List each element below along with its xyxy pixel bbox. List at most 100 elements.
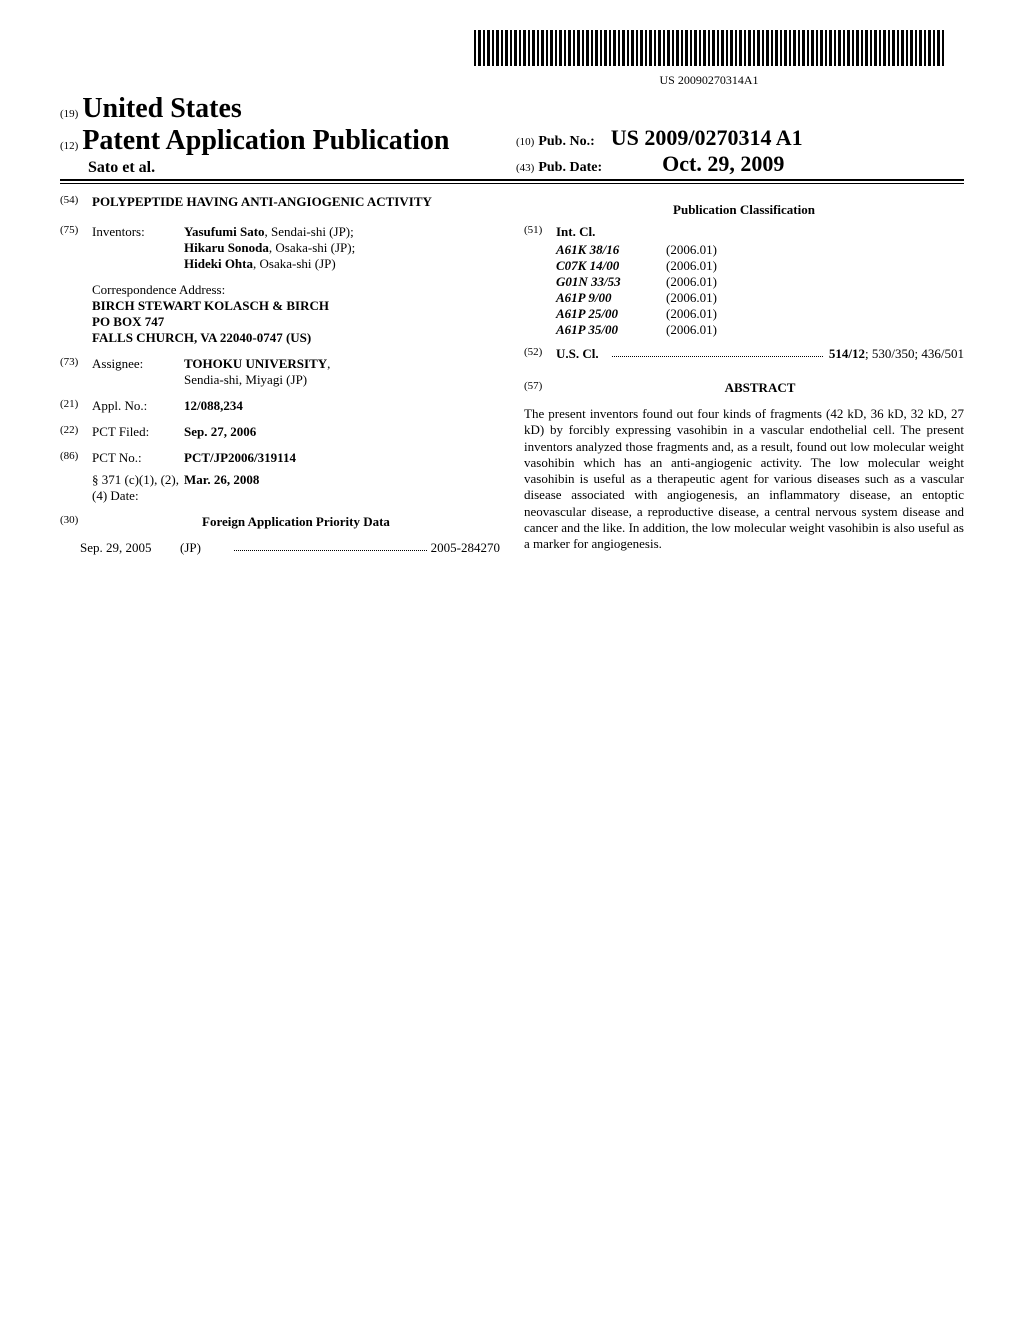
intcl-code: A61K 38/16 bbox=[556, 242, 666, 258]
field-52: (52) U.S. Cl. 514/12; 530/350; 436/501 bbox=[524, 346, 964, 362]
intcl-year: (2006.01) bbox=[666, 322, 746, 338]
inventor-1: Yasufumi Sato bbox=[184, 224, 265, 239]
country: United States bbox=[82, 93, 241, 124]
intcl-code: A61P 9/00 bbox=[556, 290, 666, 306]
intcl-year: (2006.01) bbox=[666, 306, 746, 322]
priority-dots bbox=[234, 540, 427, 551]
priority-date: Sep. 29, 2005 bbox=[80, 540, 180, 556]
uscl-main: 514/12 bbox=[829, 346, 865, 361]
f21-num: (21) bbox=[60, 398, 92, 414]
pubdate-value: Oct. 29, 2009 bbox=[662, 151, 784, 176]
rule bbox=[60, 183, 964, 184]
country-prefix: (19) bbox=[60, 108, 78, 120]
patent-page: US 20090270314A1 (19) United States (12)… bbox=[0, 0, 1024, 596]
field-51: (51) Int. Cl. bbox=[524, 224, 964, 240]
f52-label: U.S. Cl. bbox=[556, 346, 599, 361]
barcode-block: US 20090270314A1 bbox=[60, 30, 964, 89]
pubno-value: US 2009/0270314 A1 bbox=[611, 125, 803, 150]
f30-heading: Foreign Application Priority Data bbox=[92, 514, 500, 530]
inventor-2: Hikaru Sonoda bbox=[184, 240, 269, 255]
f73-label: Assignee: bbox=[92, 356, 184, 388]
field-86: (86) PCT No.: PCT/JP2006/319114 bbox=[60, 450, 500, 466]
intcl-row: C07K 14/00 (2006.01) bbox=[556, 258, 964, 274]
pubno-prefix: (10) bbox=[516, 136, 534, 148]
left-column: (54) POLYPEPTIDE HAVING ANTI-ANGIOGENIC … bbox=[60, 194, 500, 556]
header-left: (19) United States (12) Patent Applicati… bbox=[60, 93, 508, 177]
doctype-line: (12) Patent Application Publication bbox=[60, 125, 508, 157]
country-line: (19) United States bbox=[60, 93, 508, 125]
uscl-values: 514/12; 530/350; 436/501 bbox=[829, 346, 964, 362]
f86-num: (86) bbox=[60, 450, 92, 466]
field-22: (22) PCT Filed: Sep. 27, 2006 bbox=[60, 424, 500, 440]
f21-label: Appl. No.: bbox=[92, 398, 184, 414]
f22-value: Sep. 27, 2006 bbox=[184, 424, 256, 439]
inventor-3: Hideki Ohta bbox=[184, 256, 253, 271]
corr-line1: BIRCH STEWART KOLASCH & BIRCH bbox=[92, 298, 500, 314]
field-73: (73) Assignee: TOHOKU UNIVERSITY, Sendia… bbox=[60, 356, 500, 388]
corr-line3: FALLS CHURCH, VA 22040-0747 (US) bbox=[92, 330, 500, 346]
field-30: (30) Foreign Application Priority Data bbox=[60, 514, 500, 530]
body-columns: (54) POLYPEPTIDE HAVING ANTI-ANGIOGENIC … bbox=[60, 194, 964, 556]
f54-num: (54) bbox=[60, 194, 92, 210]
inventor-3-loc: , Osaka-shi (JP) bbox=[253, 256, 336, 271]
f73-num: (73) bbox=[60, 356, 92, 388]
barcode-text: US 20090270314A1 bbox=[474, 73, 944, 88]
f75-inventors: Yasufumi Sato, Sendai-shi (JP); Hikaru S… bbox=[184, 224, 500, 272]
intcl-year: (2006.01) bbox=[666, 290, 746, 306]
f86-sub-label: § 371 (c)(1), (2), (4) Date: bbox=[92, 472, 184, 504]
abstract-heading: ABSTRACT bbox=[725, 380, 796, 395]
field-21: (21) Appl. No.: 12/088,234 bbox=[60, 398, 500, 414]
pubno-label: Pub. No.: bbox=[538, 134, 594, 149]
f57-num: (57) bbox=[524, 380, 556, 396]
authors: Sato et al. bbox=[88, 159, 508, 177]
f22-label: PCT Filed: bbox=[92, 424, 184, 440]
f86-label: PCT No.: bbox=[92, 450, 184, 466]
doctype-prefix: (12) bbox=[60, 140, 78, 152]
intcl-row: A61P 35/00 (2006.01) bbox=[556, 322, 964, 338]
pubdate-line: (43) Pub. Date: Oct. 29, 2009 bbox=[516, 151, 964, 177]
intcl-year: (2006.01) bbox=[666, 258, 746, 274]
intcl-row: A61P 25/00 (2006.01) bbox=[556, 306, 964, 322]
uscl-dots bbox=[612, 346, 823, 357]
f75-label: Inventors: bbox=[92, 224, 184, 272]
intcl-row: G01N 33/53 (2006.01) bbox=[556, 274, 964, 290]
assignee-name: TOHOKU UNIVERSITY bbox=[184, 356, 327, 371]
f86-sub-value: Mar. 26, 2008 bbox=[184, 472, 259, 487]
f73-value: TOHOKU UNIVERSITY, Sendia-shi, Miyagi (J… bbox=[184, 356, 500, 388]
pubno-line: (10) Pub. No.: US 2009/0270314 A1 bbox=[516, 125, 964, 151]
f86-sub-spacer bbox=[60, 472, 92, 504]
f21-value: 12/088,234 bbox=[184, 398, 243, 413]
uscl-rest: ; 530/350; 436/501 bbox=[865, 346, 964, 361]
correspondence: Correspondence Address: BIRCH STEWART KO… bbox=[92, 282, 500, 346]
f22-num: (22) bbox=[60, 424, 92, 440]
intcl-year: (2006.01) bbox=[666, 274, 746, 290]
intcl-table: A61K 38/16 (2006.01) C07K 14/00 (2006.01… bbox=[556, 242, 964, 338]
intcl-row: A61K 38/16 (2006.01) bbox=[556, 242, 964, 258]
inventor-1-loc: , Sendai-shi (JP); bbox=[265, 224, 354, 239]
field-75: (75) Inventors: Yasufumi Sato, Sendai-sh… bbox=[60, 224, 500, 272]
header-right: (10) Pub. No.: US 2009/0270314 A1 (43) P… bbox=[508, 125, 964, 177]
field-54: (54) POLYPEPTIDE HAVING ANTI-ANGIOGENIC … bbox=[60, 194, 500, 210]
f52-num: (52) bbox=[524, 346, 556, 362]
f54-title: POLYPEPTIDE HAVING ANTI-ANGIOGENIC ACTIV… bbox=[92, 194, 500, 210]
intcl-row: A61P 9/00 (2006.01) bbox=[556, 290, 964, 306]
assignee-loc: Sendia-shi, Miyagi (JP) bbox=[184, 372, 307, 387]
f51-num: (51) bbox=[524, 224, 556, 240]
field-86-sub: § 371 (c)(1), (2), (4) Date: Mar. 26, 20… bbox=[60, 472, 500, 504]
doc-type: Patent Application Publication bbox=[82, 125, 449, 156]
corr-label: Correspondence Address: bbox=[92, 282, 500, 298]
f51-label: Int. Cl. bbox=[556, 224, 595, 239]
barcode bbox=[474, 30, 944, 66]
pubdate-label: Pub. Date: bbox=[538, 160, 602, 175]
classification-heading: Publication Classification bbox=[524, 202, 964, 218]
intcl-code: G01N 33/53 bbox=[556, 274, 666, 290]
pubdate-prefix: (43) bbox=[516, 162, 534, 174]
priority-appno: 2005-284270 bbox=[431, 540, 500, 556]
f75-num: (75) bbox=[60, 224, 92, 272]
header-row: (19) United States (12) Patent Applicati… bbox=[60, 93, 964, 181]
right-column: Publication Classification (51) Int. Cl.… bbox=[524, 194, 964, 556]
intcl-code: A61P 35/00 bbox=[556, 322, 666, 338]
inventor-2-loc: , Osaka-shi (JP); bbox=[269, 240, 355, 255]
priority-country: (JP) bbox=[180, 540, 230, 556]
intcl-code: C07K 14/00 bbox=[556, 258, 666, 274]
